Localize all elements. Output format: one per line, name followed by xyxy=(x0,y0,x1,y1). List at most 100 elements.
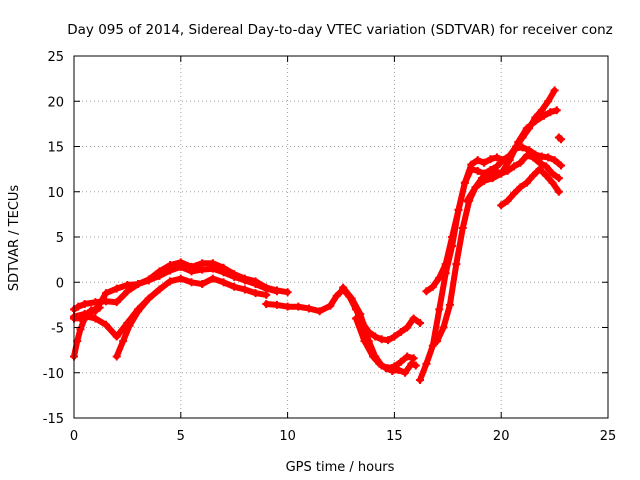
data-point-marker xyxy=(112,298,121,307)
data-point-marker xyxy=(155,285,164,294)
data-point-marker xyxy=(454,205,463,214)
data-point-marker xyxy=(375,359,384,368)
y-tick-label: 20 xyxy=(47,95,64,110)
data-point-marker xyxy=(539,111,548,120)
data-point-marker xyxy=(272,287,281,296)
data-point-marker xyxy=(262,299,271,308)
data-point-marker xyxy=(347,294,356,303)
data-point-marker xyxy=(544,153,553,162)
data-point-marker xyxy=(490,166,499,175)
data-point-marker xyxy=(522,178,531,187)
data-point-marker xyxy=(80,314,89,323)
data-point-marker xyxy=(529,153,538,162)
x-tick-label: 10 xyxy=(279,429,296,444)
data-point-marker xyxy=(332,291,341,300)
data-point-marker xyxy=(187,267,196,276)
data-point-marker xyxy=(480,176,489,185)
data-point-marker xyxy=(452,260,461,269)
series-track-8 xyxy=(353,315,419,376)
data-point-marker xyxy=(497,201,506,210)
data-point-marker xyxy=(304,304,313,313)
data-point-marker xyxy=(428,282,437,291)
data-point-marker xyxy=(339,283,348,292)
data-point-marker xyxy=(550,86,559,95)
data-point-marker xyxy=(134,280,143,289)
data-point-marker xyxy=(409,354,418,363)
data-point-marker xyxy=(435,305,444,314)
data-point-marker xyxy=(531,117,540,126)
data-point-marker xyxy=(510,189,519,198)
chart-title: Day 095 of 2014, Sidereal Day-to-day VTE… xyxy=(67,22,613,38)
data-point-marker xyxy=(95,303,104,312)
data-point-marker xyxy=(548,178,557,187)
data-point-marker xyxy=(112,352,121,361)
data-point-marker xyxy=(514,137,523,146)
data-point-marker xyxy=(155,271,164,280)
data-point-marker xyxy=(198,265,207,274)
y-tick-label: 10 xyxy=(47,186,64,201)
data-point-marker xyxy=(176,274,185,283)
data-point-marker xyxy=(102,320,111,329)
data-point-marker xyxy=(73,337,82,346)
data-point-marker xyxy=(471,183,480,192)
x-tick-label: 5 xyxy=(177,429,185,444)
data-point-marker xyxy=(409,314,418,323)
data-point-marker xyxy=(315,307,324,316)
data-point-marker xyxy=(351,314,360,323)
data-point-marker xyxy=(360,337,369,346)
data-point-marker xyxy=(435,273,444,282)
x-tick-label: 25 xyxy=(600,429,617,444)
data-point-marker xyxy=(473,166,482,175)
data-point-marker xyxy=(230,282,239,291)
data-point-marker xyxy=(524,146,533,155)
data-point-marker xyxy=(428,341,437,350)
tick-labels: 0 5 10 15 20 25 -15 -10 -5 0 5 10 15 20 25 xyxy=(43,50,617,444)
data-point-marker xyxy=(403,352,412,361)
data-point-marker xyxy=(445,300,454,309)
data-point-marker xyxy=(134,307,143,316)
data-point-marker xyxy=(198,280,207,289)
series-track-13 xyxy=(498,166,562,209)
series-track-5 xyxy=(113,286,163,360)
y-tick-label: -10 xyxy=(43,367,64,382)
data-point-marker xyxy=(396,328,405,337)
data-point-marker xyxy=(411,361,420,370)
data-point-marker xyxy=(381,364,390,373)
data-point-marker xyxy=(505,156,514,165)
data-point-marker xyxy=(394,366,403,375)
data-point-marker xyxy=(123,280,132,289)
data-point-marker xyxy=(369,352,378,361)
data-point-marker xyxy=(497,169,506,178)
y-tick-label: 25 xyxy=(47,50,64,65)
data-point-marker xyxy=(537,106,546,115)
data-point-marker xyxy=(144,294,153,303)
data-point-marker xyxy=(326,301,335,310)
data-point-marker xyxy=(416,375,425,384)
data-point-marker xyxy=(510,162,519,171)
data-point-marker xyxy=(518,143,527,152)
data-point-marker xyxy=(557,161,566,170)
data-point-marker xyxy=(87,306,96,315)
data-point-marker xyxy=(371,332,380,341)
data-point-marker xyxy=(240,285,249,294)
data-point-marker xyxy=(433,337,442,346)
axis-ticks xyxy=(73,55,609,419)
data-point-marker xyxy=(554,187,563,196)
data-point-marker xyxy=(208,274,217,283)
data-point-marker xyxy=(125,321,134,330)
data-point-marker xyxy=(441,260,450,269)
data-point-marker xyxy=(546,108,555,117)
data-point-marker xyxy=(486,155,495,164)
data-point-marker xyxy=(219,278,228,287)
data-point-marker xyxy=(251,289,260,298)
data-point-marker xyxy=(544,97,553,106)
x-axis-label: GPS time / hours xyxy=(286,460,395,475)
data-point-marker xyxy=(554,174,563,183)
data-point-marker xyxy=(535,165,544,174)
data-point-marker xyxy=(548,169,557,178)
data-point-marker xyxy=(144,276,153,285)
data-point-marker xyxy=(448,233,457,241)
data-point-marker xyxy=(390,332,399,341)
